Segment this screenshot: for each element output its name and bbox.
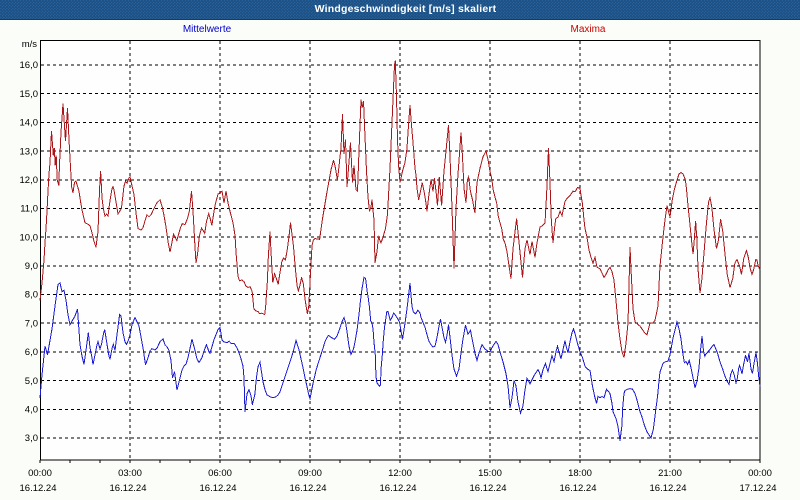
svg-text:3,0: 3,0 [25,433,38,444]
svg-text:11,0: 11,0 [20,204,38,215]
svg-text:5,0: 5,0 [25,376,38,387]
svg-text:00:00: 00:00 [748,468,772,479]
svg-text:6,0: 6,0 [25,347,38,358]
svg-text:14,0: 14,0 [20,118,39,129]
svg-text:16.12.24: 16.12.24 [380,483,417,494]
svg-text:13,0: 13,0 [20,146,39,157]
svg-text:15,0: 15,0 [20,89,39,100]
svg-text:4,0: 4,0 [25,405,38,416]
svg-text:16.12.24: 16.12.24 [650,483,687,494]
svg-text:15:00: 15:00 [478,468,502,479]
svg-text:16.12.24: 16.12.24 [470,483,507,494]
svg-text:16,0: 16,0 [20,60,39,71]
svg-text:m/s: m/s [22,39,38,50]
svg-text:17.12.24: 17.12.24 [740,483,777,494]
svg-text:7,0: 7,0 [25,318,38,329]
svg-text:16.12.24: 16.12.24 [290,483,327,494]
svg-text:21:00: 21:00 [658,468,682,479]
svg-text:12:00: 12:00 [388,468,412,479]
svg-text:9,0: 9,0 [25,261,38,272]
svg-text:12,0: 12,0 [20,175,39,186]
svg-text:03:00: 03:00 [118,468,142,479]
svg-text:16.12.24: 16.12.24 [20,483,57,494]
svg-text:16.12.24: 16.12.24 [560,483,597,494]
svg-text:18:00: 18:00 [568,468,592,479]
svg-text:00:00: 00:00 [28,468,52,479]
svg-text:16.12.24: 16.12.24 [200,483,237,494]
svg-text:09:00: 09:00 [298,468,322,479]
svg-text:16.12.24: 16.12.24 [110,483,147,494]
svg-text:06:00: 06:00 [208,468,232,479]
svg-text:10,0: 10,0 [20,232,39,243]
svg-text:8,0: 8,0 [25,290,38,301]
